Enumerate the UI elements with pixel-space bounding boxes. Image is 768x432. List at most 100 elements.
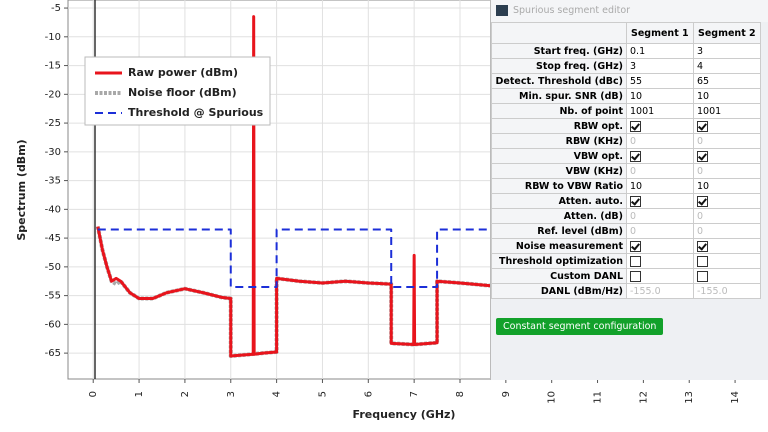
- x-tick-label: 8: [455, 391, 466, 397]
- table-row: Custom DANL: [491, 268, 761, 284]
- cell: 0: [693, 208, 761, 224]
- cell: [693, 238, 761, 254]
- table-row: VBW (KHz) 0 0: [491, 163, 761, 179]
- checkbox[interactable]: [630, 255, 641, 267]
- y-tick-label: -15: [45, 61, 61, 72]
- table-row: DANL (dBm/Hz) -155.0 -155.0: [491, 283, 761, 299]
- table-row: Stop freq. (GHz) 3 4: [491, 58, 761, 74]
- row-label: Nb. of point: [491, 103, 627, 119]
- y-tick-label: -50: [45, 262, 61, 273]
- cell: 0: [693, 163, 761, 179]
- x-tick-label: 4: [272, 391, 283, 397]
- row-label: Custom DANL: [491, 268, 627, 284]
- row-label: Min. spur. SNR (dB): [491, 88, 627, 104]
- y-tick-label: -20: [45, 89, 61, 100]
- x-tick-label: 5: [317, 391, 328, 397]
- row-label: Atten. (dB): [491, 208, 627, 224]
- panel-title: Spurious segment editor: [491, 0, 768, 22]
- cell: -155.0: [626, 283, 694, 299]
- table-row: RBW (KHz) 0 0: [491, 133, 761, 149]
- cell: 0: [626, 163, 694, 179]
- x-tick-label: 13: [684, 391, 695, 404]
- cell: [693, 253, 761, 269]
- y-tick-label: -5: [51, 3, 61, 14]
- checkbox[interactable]: [697, 240, 708, 252]
- cell: [626, 238, 694, 254]
- checkbox[interactable]: [697, 195, 708, 207]
- cell: 0.1: [626, 43, 694, 59]
- legend-label: Raw power (dBm): [128, 66, 238, 79]
- row-label: Ref. level (dBm): [491, 223, 627, 239]
- x-tick-label: 14: [730, 391, 741, 404]
- segment-table: Segment 1 Segment 2 Start freq. (GHz) 0.1 3 S…: [491, 22, 761, 299]
- y-axis-label: Spectrum (dBm): [15, 139, 28, 240]
- cell: [693, 148, 761, 164]
- y-tick-label: -10: [45, 32, 61, 43]
- cell: 0: [693, 223, 761, 239]
- table-row: Start freq. (GHz) 0.1 3: [491, 43, 761, 59]
- row-label: Detect. Threshold (dBc): [491, 73, 627, 89]
- cell: 4: [693, 58, 761, 74]
- x-tick-label: 12: [638, 391, 649, 404]
- table-row: RBW to VBW Ratio 10 10: [491, 178, 761, 194]
- checkbox[interactable]: [697, 120, 708, 132]
- row-label: DANL (dBm/Hz): [491, 283, 627, 299]
- checkbox[interactable]: [697, 270, 708, 282]
- row-label: RBW to VBW Ratio: [491, 178, 627, 194]
- x-tick-label: 6: [363, 391, 374, 397]
- table-row: VBW opt.: [491, 148, 761, 164]
- row-label: Stop freq. (GHz): [491, 58, 627, 74]
- x-tick-label: 0: [88, 391, 99, 397]
- table-row: Threshold optimization: [491, 253, 761, 269]
- segment-editor: Spurious segment editor Segment 1 Segment…: [490, 0, 768, 380]
- y-tick-label: -60: [45, 319, 61, 330]
- cell: [626, 148, 694, 164]
- config-button[interactable]: Constant segment configuration: [496, 318, 664, 335]
- checkbox[interactable]: [697, 150, 708, 162]
- header-cell: Segment 1: [626, 22, 694, 44]
- y-tick-label: -40: [45, 204, 61, 215]
- table-row: Detect. Threshold (dBc) 55 65: [491, 73, 761, 89]
- checkbox[interactable]: [630, 150, 641, 162]
- x-tick-label: 11: [593, 391, 604, 404]
- y-tick-label: -30: [45, 147, 61, 158]
- cell: 1001: [693, 103, 761, 119]
- table-row: Atten. (dB) 0 0: [491, 208, 761, 224]
- row-label: VBW (KHz): [491, 163, 627, 179]
- cell: 0: [626, 133, 694, 149]
- cell: 65: [693, 73, 761, 89]
- cell: [626, 193, 694, 209]
- y-tick-label: -45: [45, 233, 61, 244]
- header-cell: [491, 22, 627, 44]
- table-row: RBW opt.: [491, 118, 761, 134]
- checkbox[interactable]: [630, 240, 641, 252]
- row-label: VBW opt.: [491, 148, 627, 164]
- series-line: [96, 15, 493, 358]
- cell: 10: [626, 178, 694, 194]
- series-line: [97, 228, 493, 288]
- table-row: Nb. of point 1001 1001: [491, 103, 761, 119]
- cell: [693, 268, 761, 284]
- y-tick-label: -25: [45, 118, 61, 129]
- row-label: Start freq. (GHz): [491, 43, 627, 59]
- x-tick-label: 7: [409, 391, 420, 397]
- cell: [626, 118, 694, 134]
- table-row: Noise measurement: [491, 238, 761, 254]
- y-tick-label: -65: [45, 348, 61, 359]
- table-row: Atten. auto.: [491, 193, 761, 209]
- cell: 0: [693, 133, 761, 149]
- x-tick-label: 10: [547, 391, 558, 404]
- header-row: Segment 1 Segment 2: [491, 22, 761, 44]
- checkbox[interactable]: [630, 195, 641, 207]
- cell: 0: [626, 223, 694, 239]
- cell: 10: [693, 88, 761, 104]
- cell: -155.0: [693, 283, 761, 299]
- row-label: RBW opt.: [491, 118, 627, 134]
- checkbox[interactable]: [630, 270, 641, 282]
- checkbox[interactable]: [697, 255, 708, 267]
- checkbox[interactable]: [630, 120, 641, 132]
- cell: [693, 193, 761, 209]
- x-tick-label: 9: [501, 391, 512, 397]
- cell: 3: [693, 43, 761, 59]
- cell: 3: [626, 58, 694, 74]
